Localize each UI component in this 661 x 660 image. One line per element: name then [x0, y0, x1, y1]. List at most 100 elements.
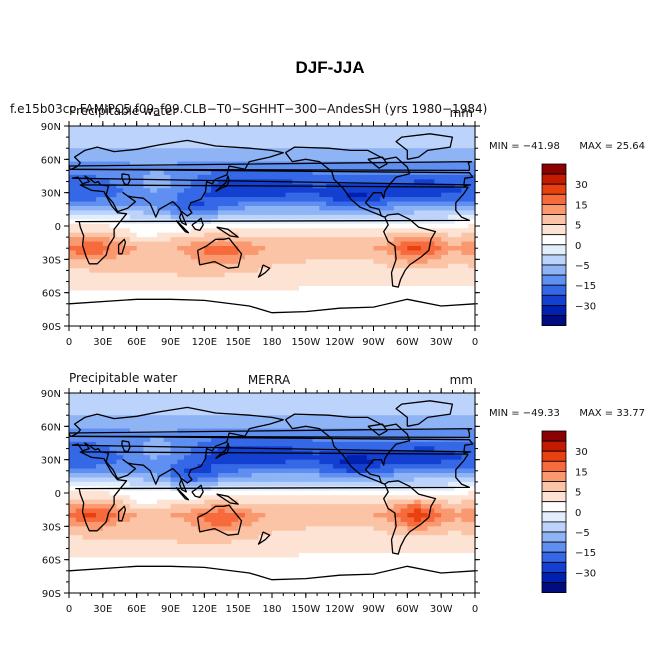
- heatmap-cell: [359, 526, 368, 532]
- heatmap-cell: [393, 237, 402, 243]
- heatmap-cell: [387, 259, 395, 265]
- heatmap-cell: [441, 441, 449, 447]
- heatmap-cell: [312, 428, 320, 434]
- heatmap-cell: [177, 508, 185, 514]
- heatmap-cell: [387, 206, 395, 212]
- heatmap-cell: [244, 308, 253, 314]
- heatmap-cell: [400, 192, 408, 198]
- heatmap-cell: [102, 210, 111, 216]
- heatmap-cell: [393, 250, 402, 256]
- heatmap-cell: [109, 490, 117, 496]
- heatmap-cell: [224, 157, 232, 163]
- heatmap-cell: [272, 272, 280, 278]
- heatmap-cell: [427, 401, 435, 407]
- heatmap-cell: [441, 299, 449, 305]
- heatmap-cell: [346, 321, 354, 327]
- heatmap-cell: [224, 272, 232, 278]
- heatmap-cell: [156, 393, 165, 399]
- heatmap-cell: [393, 539, 402, 545]
- heatmap-cell: [387, 303, 395, 309]
- heatmap-cell: [346, 277, 354, 283]
- heatmap-cell: [373, 228, 381, 234]
- heatmap-cell: [136, 544, 145, 550]
- heatmap-cell: [373, 232, 381, 238]
- heatmap-cell: [265, 139, 273, 145]
- heatmap-cell: [434, 246, 442, 252]
- heatmap-cell: [123, 281, 131, 287]
- heatmap-cell: [184, 148, 192, 154]
- heatmap-cell: [353, 134, 361, 140]
- heatmap-cell: [326, 464, 334, 470]
- heatmap-cell: [184, 433, 192, 439]
- heatmap-cell: [204, 170, 212, 176]
- heatmap-cell: [123, 490, 131, 496]
- heatmap-cell: [163, 272, 172, 278]
- heatmap-cell: [251, 139, 260, 145]
- heatmap-cell: [217, 206, 226, 212]
- heatmap-cell: [109, 312, 117, 318]
- heatmap-cell: [400, 321, 408, 327]
- heatmap-cell: [373, 526, 381, 532]
- heatmap-cell: [387, 210, 395, 216]
- heatmap-cell: [102, 174, 111, 180]
- heatmap-cell: [305, 317, 314, 323]
- heatmap-cell: [190, 455, 199, 461]
- heatmap-cell: [190, 539, 199, 545]
- heatmap-cell: [447, 299, 456, 305]
- heatmap-cell: [373, 272, 381, 278]
- heatmap-cell: [197, 308, 205, 314]
- heatmap-cell: [224, 495, 232, 501]
- heatmap-cell: [129, 397, 138, 403]
- heatmap-cell: [353, 312, 361, 318]
- heatmap-cell: [197, 268, 205, 274]
- heatmap-cell: [332, 397, 341, 403]
- heatmap-cell: [123, 539, 131, 545]
- heatmap-cell: [299, 486, 307, 492]
- heatmap-cell: [312, 312, 320, 318]
- heatmap-cell: [143, 197, 151, 203]
- heatmap-cell: [272, 126, 280, 132]
- heatmap-cell: [231, 192, 239, 198]
- heatmap-cell: [373, 504, 381, 510]
- heatmap-cell: [184, 210, 192, 216]
- heatmap-cell: [332, 459, 341, 465]
- heatmap-cell: [366, 530, 375, 536]
- heatmap-cell: [359, 286, 368, 292]
- heatmap-cell: [305, 486, 314, 492]
- heatmap-cell: [129, 441, 138, 447]
- heatmap-cell: [292, 495, 300, 501]
- heatmap-cell: [346, 214, 354, 220]
- heatmap-cell: [339, 517, 348, 523]
- heatmap-cell: [109, 174, 117, 180]
- heatmap-cell: [326, 263, 334, 269]
- heatmap-cell: [447, 232, 456, 238]
- heatmap-cell: [434, 419, 442, 425]
- heatmap-cell: [129, 206, 138, 212]
- heatmap-cell: [244, 281, 253, 287]
- heatmap-cell: [339, 428, 348, 434]
- heatmap-cell: [380, 254, 388, 260]
- heatmap-cell: [224, 303, 232, 309]
- heatmap-cell: [393, 406, 402, 412]
- heatmap-cell: [116, 544, 124, 550]
- heatmap-cell: [353, 513, 361, 519]
- heatmap-cell: [190, 459, 199, 465]
- heatmap-cell: [82, 317, 90, 323]
- heatmap-cell: [143, 490, 151, 496]
- heatmap-cell: [102, 433, 111, 439]
- heatmap-cell: [393, 508, 402, 514]
- heatmap-cell: [319, 517, 327, 523]
- heatmap-cell: [143, 228, 151, 234]
- heatmap-cell: [427, 508, 435, 514]
- heatmap-cell: [339, 174, 348, 180]
- heatmap-cell: [190, 410, 199, 416]
- heatmap-cell: [143, 268, 151, 274]
- heatmap-cell: [89, 544, 97, 550]
- heatmap-cell: [89, 277, 97, 283]
- heatmap-cell: [447, 433, 456, 439]
- heatmap-cell: [163, 174, 172, 180]
- heatmap-cell: [150, 464, 158, 470]
- heatmap-cell: [400, 259, 408, 265]
- heatmap-cell: [163, 210, 172, 216]
- heatmap-cell: [75, 268, 84, 274]
